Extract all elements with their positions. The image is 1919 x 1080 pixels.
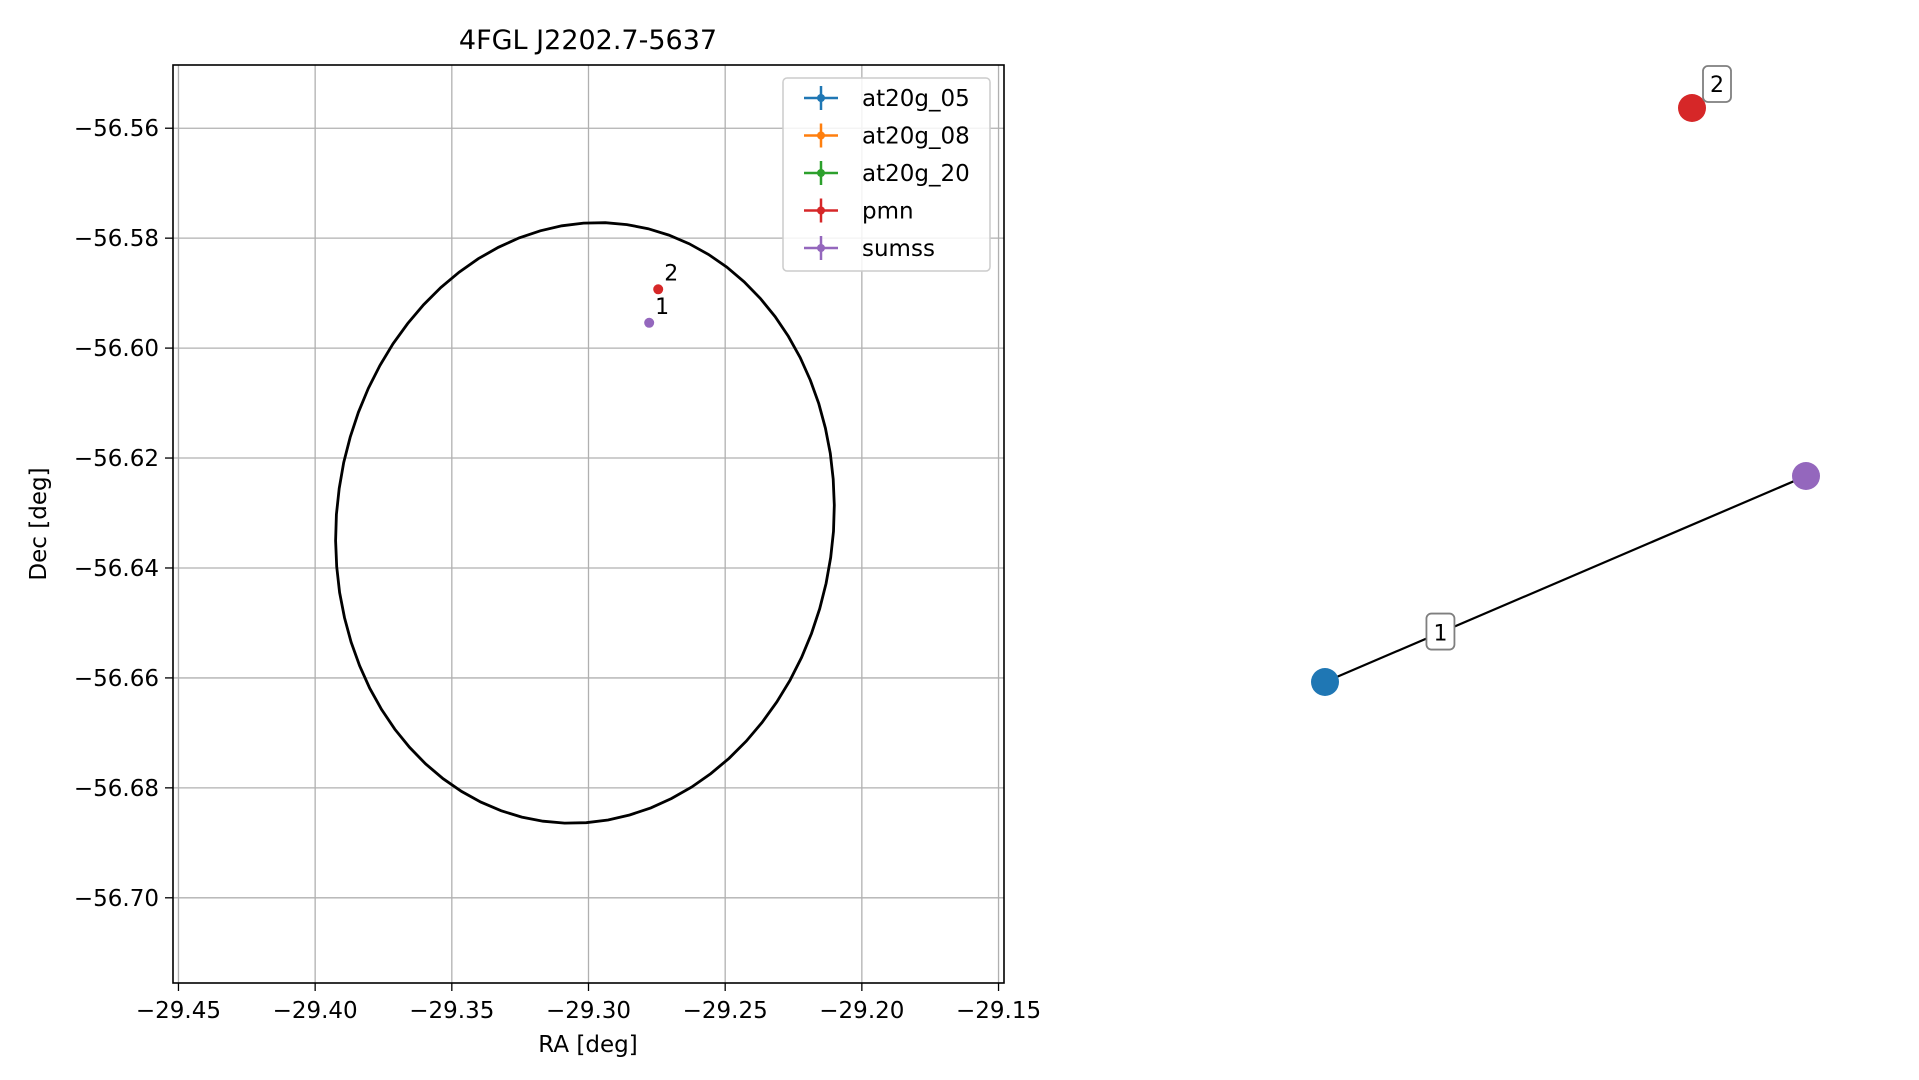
x-tick-label: −29.30 xyxy=(546,998,631,1024)
network-node-blue xyxy=(1311,668,1339,696)
legend-entry-label: pmn xyxy=(862,199,914,225)
network-graph: 12 xyxy=(1311,65,1820,696)
legend-entry-label: at20g_08 xyxy=(862,124,970,150)
legend-marker-dot xyxy=(817,244,825,252)
source-point-label: 2 xyxy=(664,261,678,286)
y-tick-label: −56.66 xyxy=(74,666,159,692)
legend-entry-label: at20g_05 xyxy=(862,86,970,112)
y-axis-label: Dec [deg] xyxy=(26,467,52,580)
y-tick-label: −56.58 xyxy=(74,226,159,252)
uncertainty-ellipse xyxy=(334,221,836,825)
edge-label-box xyxy=(1425,612,1456,651)
source-point xyxy=(653,284,664,295)
x-tick-label: −29.15 xyxy=(956,998,1041,1024)
y-tick-label: −56.56 xyxy=(74,116,159,142)
y-tick-label: −56.60 xyxy=(74,336,159,362)
edge-label: 1 xyxy=(1433,622,1447,647)
y-tick-label: −56.70 xyxy=(74,886,159,912)
source-point xyxy=(644,317,655,328)
source-point-label: 1 xyxy=(655,295,669,320)
legend-entry-label: sumss xyxy=(862,236,935,262)
x-tick-label: −29.45 xyxy=(136,998,221,1024)
y-tick-label: −56.64 xyxy=(74,556,159,582)
chart-title: 4FGL J2202.7-5637 xyxy=(459,25,717,56)
x-tick-label: −29.20 xyxy=(819,998,904,1024)
x-axis-label: RA [deg] xyxy=(538,1032,637,1058)
legend-marker-dot xyxy=(817,206,825,215)
network-node-purple xyxy=(1792,462,1820,490)
legend-marker-dot xyxy=(817,169,825,177)
y-axis-ticks: −56.56 −56.58 −56.60 −56.62 −56.64 −56.66 −56.… xyxy=(74,116,173,912)
node-label-box xyxy=(1702,65,1732,103)
x-axis-ticks: −29.45 −29.40 −29.35 −29.30 −29.25 −29.20 −29.… xyxy=(136,983,1041,1024)
node-label: 2 xyxy=(1710,73,1724,98)
x-tick-label: −29.25 xyxy=(683,998,768,1024)
y-tick-label: −56.68 xyxy=(74,776,159,802)
x-tick-label: −29.35 xyxy=(409,998,494,1024)
y-tick-label: −56.62 xyxy=(74,446,159,472)
legend-frame xyxy=(782,77,991,272)
x-tick-label: −29.40 xyxy=(273,998,358,1024)
source-points: 21 xyxy=(644,261,678,328)
network-edge xyxy=(1324,474,1807,684)
legend-marker-dot xyxy=(817,94,825,102)
legend-entry-label: at20g_20 xyxy=(862,161,970,187)
sky-map-chart: 21 −29.45 −29.40 −29.35 −29.30 −29.25 −29.20−… xyxy=(26,25,1041,1058)
network-node-red xyxy=(1678,94,1706,122)
legend-marker-dot xyxy=(817,131,825,140)
